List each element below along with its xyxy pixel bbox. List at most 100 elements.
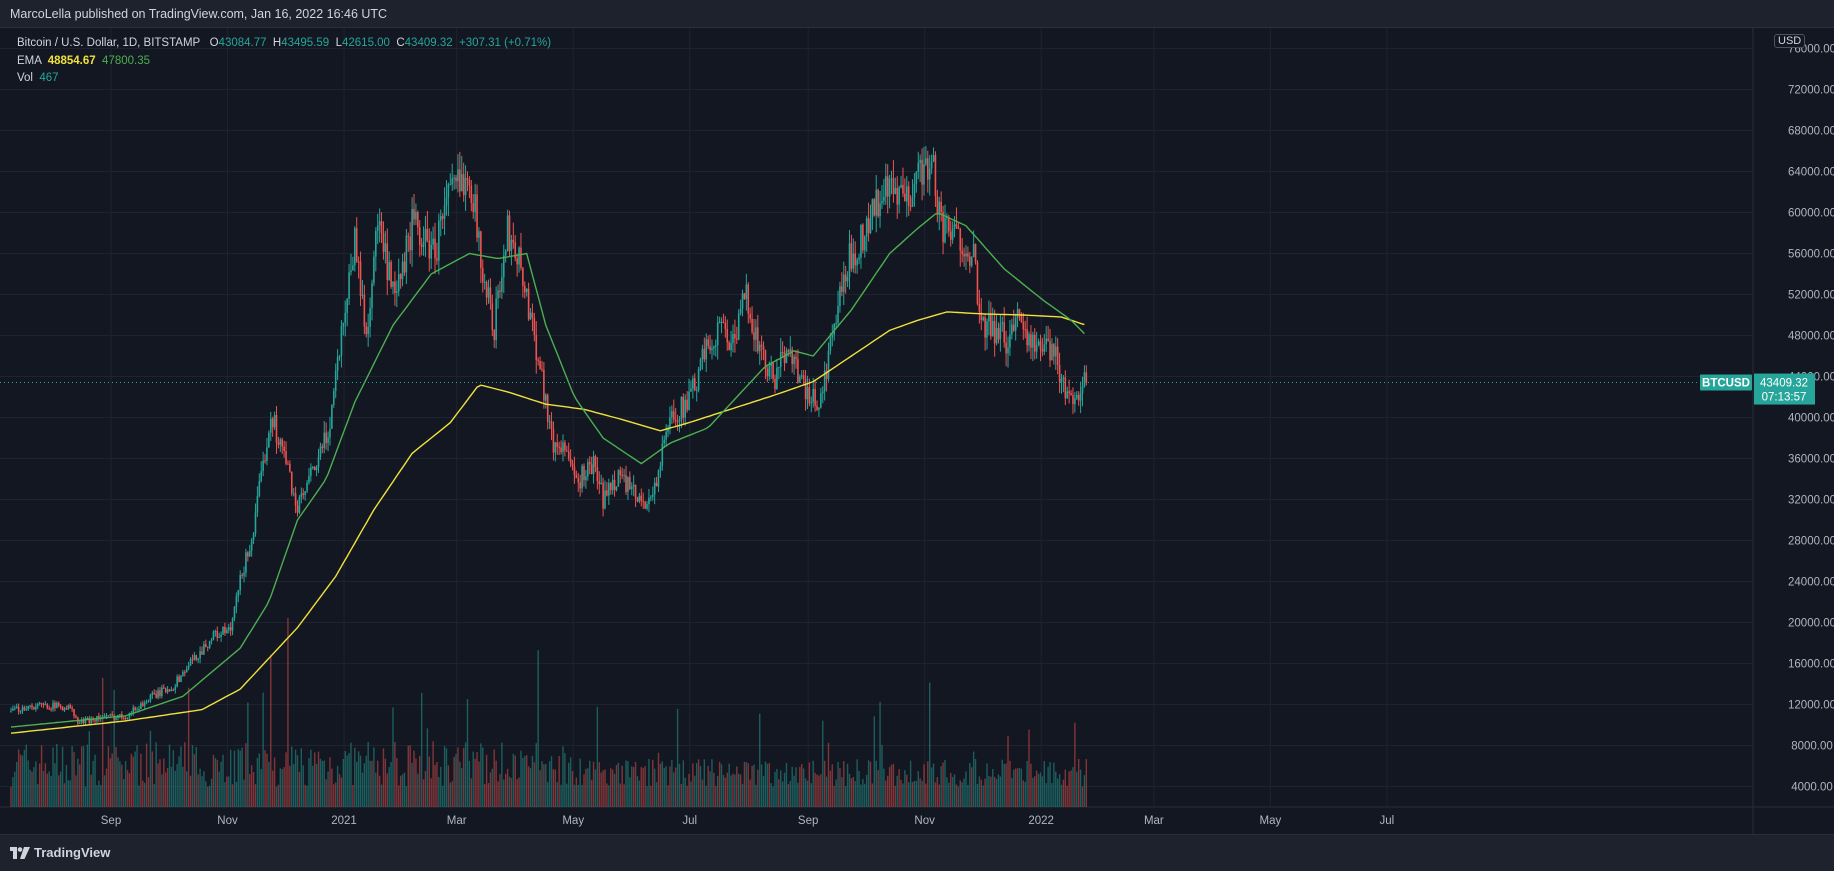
candle-body — [762, 346, 765, 350]
volume-bar — [957, 786, 960, 807]
candle-body — [54, 702, 56, 709]
volume-bar — [464, 742, 467, 807]
candle-body — [892, 178, 895, 194]
volume-bar — [472, 751, 474, 807]
volume-bar — [390, 761, 392, 807]
candle-body — [541, 368, 543, 370]
candle-body — [145, 701, 148, 703]
volume-bar — [174, 770, 176, 807]
candle-body — [290, 471, 293, 494]
volume-bar — [846, 763, 849, 807]
volume-bar — [159, 759, 161, 807]
candle-body — [12, 708, 14, 711]
candle-body — [533, 317, 536, 335]
volume-bar — [680, 783, 683, 807]
candle-body — [1075, 394, 1078, 399]
volume-bar — [228, 776, 230, 807]
price-chart[interactable]: 4000.00 8000.00 12000.00 16000.00 20000.00 24… — [0, 28, 1834, 834]
candle-body — [923, 164, 925, 185]
volume-bar — [892, 763, 895, 807]
volume-bar — [950, 772, 952, 807]
volume-bar — [101, 677, 104, 807]
candle-body — [879, 203, 881, 217]
candle-body — [390, 261, 392, 287]
volume-bar — [86, 744, 89, 807]
candle-body — [778, 367, 780, 369]
candle-body — [772, 362, 774, 379]
volume-bar — [245, 743, 247, 807]
candle-body — [44, 704, 47, 706]
volume-bar — [999, 776, 1002, 807]
volume-bar — [785, 763, 788, 807]
volume-bar — [1085, 759, 1088, 807]
candle-body — [573, 466, 576, 476]
volume-bar — [434, 764, 436, 807]
volume-bar — [1020, 768, 1023, 807]
candle-body — [413, 208, 415, 220]
volume-bar — [75, 775, 77, 807]
symbol-name[interactable]: Bitcoin / U.S. Dollar, 1D, BITSTAMP — [17, 37, 200, 49]
last-price-badge[interactable] — [1754, 373, 1815, 405]
volume-bar — [890, 764, 893, 807]
volume-bar — [1066, 785, 1068, 807]
chart-area[interactable]: 4000.00 8000.00 12000.00 16000.00 20000.00 24… — [0, 28, 1834, 834]
volume-bar — [997, 774, 1000, 807]
candle-body — [88, 717, 91, 724]
candle-body — [703, 348, 706, 360]
candle-body — [497, 290, 499, 299]
candle-body — [262, 460, 264, 472]
volume-bar — [1060, 784, 1063, 807]
volume-bar — [1034, 776, 1036, 807]
volume-bar — [902, 783, 904, 807]
ema-long-line[interactable] — [10, 311, 1085, 734]
candle-body — [1033, 334, 1036, 352]
candle-body — [661, 443, 664, 467]
candle-body — [499, 290, 501, 292]
volume-bar — [953, 774, 956, 807]
tradingview-logo[interactable]: TradingView — [10, 845, 110, 860]
candle-body — [558, 446, 560, 448]
vol-row[interactable]: Vol 467 — [17, 70, 551, 88]
y-tick-label: 32000.00 — [1788, 495, 1834, 507]
volume-bar — [755, 784, 757, 807]
candle-body — [655, 482, 658, 487]
volume-bar — [237, 749, 239, 807]
currency-button[interactable]: USD — [1774, 34, 1806, 48]
candle-body — [279, 439, 282, 445]
candle-body — [141, 703, 144, 706]
volume-bar — [1005, 763, 1007, 807]
volume-bar — [671, 759, 673, 807]
volume-bar — [732, 773, 734, 807]
candle-body — [523, 285, 526, 293]
volume-bar — [1009, 760, 1011, 807]
volume-bar — [153, 783, 155, 807]
volume-bar — [394, 741, 396, 807]
volume-bar — [713, 772, 715, 807]
candle-body — [168, 689, 171, 692]
candle-body — [300, 493, 303, 498]
volume-bar — [361, 772, 364, 807]
candle-body — [808, 387, 811, 404]
candle-body — [153, 692, 156, 694]
volume-bar — [806, 780, 809, 807]
candle-body — [858, 257, 860, 260]
ema-row[interactable]: EMA 48854.67 47800.35 — [17, 53, 551, 71]
last-price-value: 43409.32 — [1760, 378, 1808, 390]
volume-bar — [969, 763, 971, 807]
volume-bar — [992, 769, 994, 807]
candle-body — [430, 244, 432, 259]
volume-bar — [768, 763, 770, 807]
volume-bar — [984, 778, 986, 807]
candle-body — [873, 199, 876, 216]
ema-short-line[interactable] — [10, 212, 1085, 728]
volume-bar — [63, 783, 66, 807]
volume-bar — [980, 779, 982, 807]
volume-bar — [71, 746, 73, 807]
candle-body — [571, 463, 574, 467]
candle-body — [991, 321, 994, 337]
x-tick-label: Sep — [101, 815, 121, 827]
volume-bar — [948, 782, 950, 807]
candle-body — [164, 688, 167, 693]
candle-body — [732, 333, 734, 344]
volume-bar — [827, 742, 830, 807]
